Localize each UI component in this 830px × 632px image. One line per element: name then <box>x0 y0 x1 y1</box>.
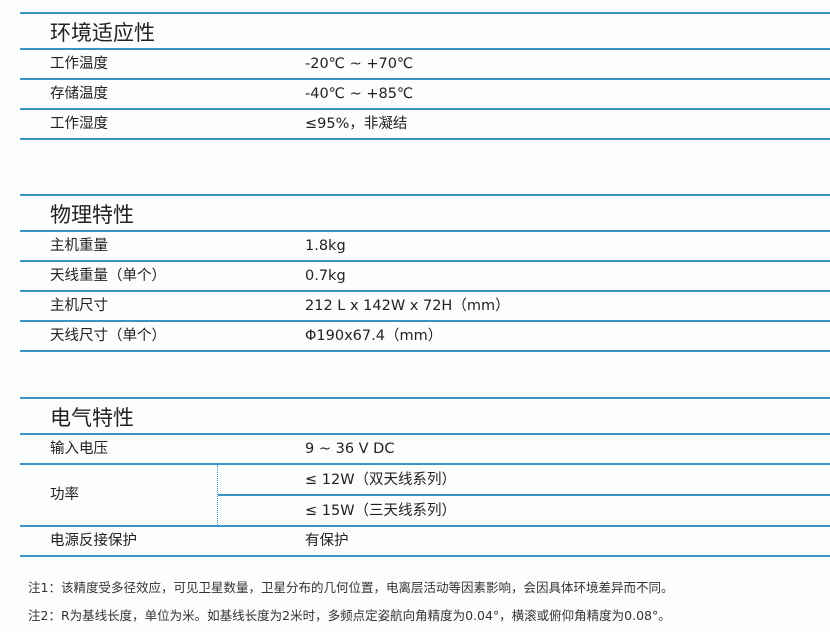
table-row: 天线重量（单个） 0.7kg <box>20 262 830 292</box>
row-value: ≤ 12W（双天线系列） <box>218 465 830 496</box>
section-environment: 环境适应性 工作温度 -20℃ ~ +70℃ 存储温度 -40℃ ~ +85℃ 工作… <box>20 12 830 140</box>
section-title: 环境适应性 <box>20 14 830 50</box>
row-value: ≤ 15W（三天线系列） <box>305 503 457 519</box>
row-label: 工作温度 <box>50 56 108 72</box>
row-label: 电源反接保护 <box>50 533 137 549</box>
row-label: 主机尺寸 <box>50 298 108 314</box>
row-value: 9 ~ 36 V DC <box>305 441 395 457</box>
row-value: -40℃ ~ +85℃ <box>305 86 414 102</box>
table-row: 工作湿度 ≤95%，非凝结 <box>20 110 830 140</box>
row-label: 天线尺寸（单个） <box>50 328 166 344</box>
table-row: 主机尺寸 212 L x 142W x 72H（mm） <box>20 292 830 322</box>
table-row: 工作温度 -20℃ ~ +70℃ <box>20 50 830 80</box>
table-row: 电源反接保护 有保护 <box>20 527 830 557</box>
table-row-power: 功率 ≤ 12W（双天线系列） ≤ 15W（三天线系列） <box>20 465 830 527</box>
table-row: 主机重量 1.8kg <box>20 232 830 262</box>
note-1: 注1：该精度受多径效应，可见卫星数量，卫星分布的几何位置，电离层活动等因素影响，… <box>28 580 674 595</box>
table-row: 输入电压 9 ~ 36 V DC <box>20 435 830 465</box>
row-label: 功率 <box>20 465 218 525</box>
row-label: 工作湿度 <box>50 116 108 132</box>
row-label: 输入电压 <box>50 441 108 457</box>
row-value: 有保护 <box>305 533 349 549</box>
row-value: 212 L x 142W x 72H（mm） <box>305 298 510 314</box>
row-label: 存储温度 <box>50 86 108 102</box>
row-value: ≤95%，非凝结 <box>305 116 408 132</box>
row-value: 0.7kg <box>305 268 346 284</box>
section-title: 物理特性 <box>20 196 830 232</box>
row-label: 主机重量 <box>50 238 108 254</box>
row-label: 天线重量（单个） <box>50 268 166 284</box>
section-electrical: 电气特性 输入电压 9 ~ 36 V DC 功率 ≤ 12W（双天线系列） ≤ 1… <box>20 397 830 557</box>
row-value: 1.8kg <box>305 238 346 254</box>
row-value: Φ190x67.4（mm） <box>305 328 443 344</box>
section-physical: 物理特性 主机重量 1.8kg 天线重量（单个） 0.7kg 主机尺寸 212 L x… <box>20 194 830 352</box>
section-title: 电气特性 <box>20 399 830 435</box>
table-row: 天线尺寸（单个） Φ190x67.4（mm） <box>20 322 830 352</box>
note-2: 注2：R为基线长度，单位为米。如基线长度为2米时，多频点定姿航向角精度为0.04… <box>28 608 671 623</box>
table-row: 存储温度 -40℃ ~ +85℃ <box>20 80 830 110</box>
row-value: -20℃ ~ +70℃ <box>305 56 414 72</box>
